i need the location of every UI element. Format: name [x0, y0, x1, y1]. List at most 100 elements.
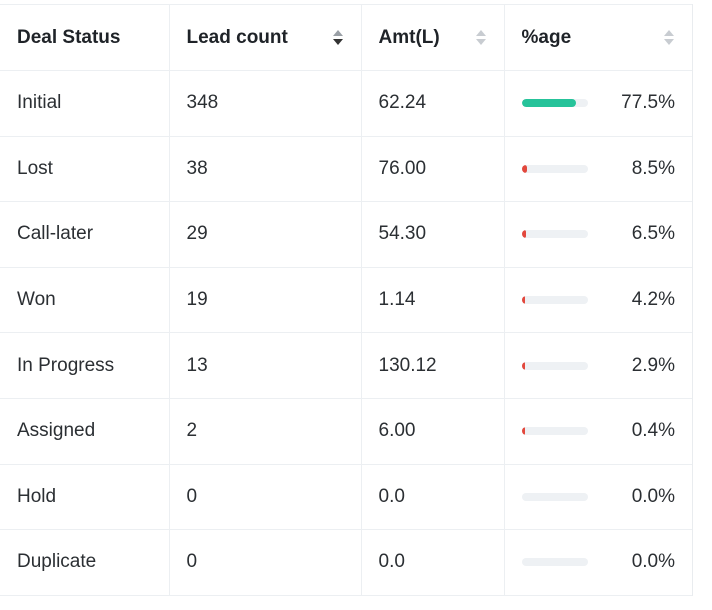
deal-status-label: Duplicate	[17, 551, 97, 573]
deal-status-label: Hold	[17, 485, 57, 507]
column-header-lead-count[interactable]: Lead count	[168, 4, 361, 71]
table-row[interactable]: Call-later 29 54.30 6.5%	[0, 201, 692, 268]
table-body: Initial 348 62.24 77.5% Lost 38 76.00 8.5% Call-…	[0, 70, 692, 596]
amount-cell: 76.00	[360, 135, 504, 203]
percentage-cell: 0.0%	[503, 529, 692, 596]
percentage-progress-bar	[521, 558, 588, 567]
amount-cell: 0.0	[360, 529, 504, 596]
percentage-cell: 2.9%	[503, 332, 692, 399]
amount-cell: 6.00	[360, 397, 504, 465]
table-row[interactable]: Hold 0 0.0 0.0%	[0, 463, 692, 531]
deal-status-label: Won	[17, 289, 56, 311]
amount-value: 0.0	[378, 551, 405, 573]
deal-status-cell: Hold	[0, 463, 169, 531]
sort-icon[interactable]	[475, 30, 486, 46]
lead-count-value: 0	[186, 551, 198, 573]
lead-count-cell: 348	[168, 70, 361, 137]
sort-icon[interactable]	[664, 30, 674, 46]
lead-count-value: 0	[186, 485, 198, 507]
progress-bar-fill	[521, 164, 528, 173]
column-header-percentage[interactable]: %age	[503, 4, 692, 71]
percentage-cell: 0.0%	[503, 463, 692, 531]
percentage-cell: 8.5%	[503, 135, 692, 203]
progress-bar-fill	[521, 296, 525, 305]
lead-count-cell: 2	[168, 397, 361, 465]
lead-count-value: 19	[186, 289, 208, 311]
deal-status-cell: Duplicate	[0, 529, 169, 596]
amount-cell: 0.0	[360, 463, 504, 531]
amount-value: 1.14	[378, 289, 416, 311]
table-row[interactable]: Assigned 2 6.00 0.4%	[0, 397, 692, 465]
column-header-label: Amt(L)	[378, 26, 440, 48]
percentage-value: 0.4%	[631, 420, 675, 442]
table-header: Deal Status Lead count Amt(L) %age	[0, 4, 692, 71]
lead-count-cell: 19	[168, 266, 361, 334]
percentage-value: 8.5%	[631, 157, 675, 179]
lead-count-value: 29	[186, 223, 208, 245]
header-row: Deal Status Lead count Amt(L) %age	[0, 4, 692, 71]
percentage-value: 77.5%	[621, 92, 675, 114]
percentage-cell: 0.4%	[503, 397, 692, 465]
percentage-progress-bar	[521, 230, 588, 239]
percentage-cell: 6.5%	[503, 201, 692, 268]
amount-value: 130.12	[378, 354, 437, 376]
table-row[interactable]: Won 19 1.14 4.2%	[0, 266, 692, 334]
percentage-progress-bar	[521, 427, 588, 436]
percentage-value: 0.0%	[631, 551, 675, 573]
lead-count-cell: 0	[168, 463, 361, 531]
percentage-progress-bar	[521, 164, 588, 173]
progress-bar-fill	[521, 427, 525, 436]
lead-count-value: 348	[186, 92, 219, 114]
amount-value: 0.0	[378, 485, 405, 507]
sort-descending-icon[interactable]	[332, 30, 343, 46]
lead-count-value: 13	[186, 354, 208, 376]
amount-value: 62.24	[378, 92, 427, 114]
table-row[interactable]: Lost 38 76.00 8.5%	[0, 135, 692, 203]
column-header-amount[interactable]: Amt(L)	[360, 4, 504, 71]
deal-status-cell: In Progress	[0, 332, 169, 399]
percentage-value: 0.0%	[631, 485, 675, 507]
lead-count-value: 38	[186, 157, 208, 179]
table-row[interactable]: Initial 348 62.24 77.5%	[0, 70, 692, 137]
percentage-progress-bar	[521, 99, 588, 108]
progress-bar-fill	[521, 99, 576, 108]
amount-value: 6.00	[378, 420, 416, 442]
progress-bar-fill	[521, 361, 525, 370]
lead-count-value: 2	[186, 420, 198, 442]
table-row[interactable]: In Progress 13 130.12 2.9%	[0, 332, 692, 399]
column-header-label: Lead count	[186, 26, 288, 48]
deal-status-cell: Initial	[0, 70, 169, 137]
amount-value: 54.30	[378, 223, 427, 245]
lead-count-cell: 29	[168, 201, 361, 268]
column-header-deal-status: Deal Status	[0, 4, 169, 71]
amount-value: 76.00	[378, 157, 427, 179]
lead-count-cell: 38	[168, 135, 361, 203]
deal-status-label: In Progress	[17, 354, 115, 376]
percentage-value: 6.5%	[631, 223, 675, 245]
lead-count-cell: 0	[168, 529, 361, 596]
deal-status-cell: Won	[0, 266, 169, 334]
table-row[interactable]: Duplicate 0 0.0 0.0%	[0, 529, 692, 596]
deal-status-label: Lost	[17, 157, 53, 179]
lead-count-cell: 13	[168, 332, 361, 399]
deal-status-cell: Assigned	[0, 397, 169, 465]
percentage-progress-bar	[521, 492, 588, 501]
deal-status-label: Initial	[17, 92, 62, 114]
progress-bar-fill	[521, 230, 527, 239]
percentage-value: 2.9%	[631, 354, 675, 376]
percentage-cell: 77.5%	[503, 70, 692, 137]
percentage-cell: 4.2%	[503, 266, 692, 334]
percentage-progress-bar	[521, 361, 588, 370]
deal-status-table-container: Deal Status Lead count Amt(L) %age Initi…	[0, 4, 693, 596]
deal-status-label: Call-later	[17, 223, 94, 245]
percentage-value: 4.2%	[631, 289, 675, 311]
amount-cell: 54.30	[360, 201, 504, 268]
percentage-progress-bar	[521, 296, 588, 305]
column-header-label: %age	[521, 26, 572, 48]
deal-status-table: Deal Status Lead count Amt(L) %age Initi…	[0, 4, 692, 596]
column-header-label: Deal Status	[17, 26, 121, 48]
amount-cell: 130.12	[360, 332, 504, 399]
amount-cell: 62.24	[360, 70, 504, 137]
amount-cell: 1.14	[360, 266, 504, 334]
deal-status-cell: Call-later	[0, 201, 169, 268]
